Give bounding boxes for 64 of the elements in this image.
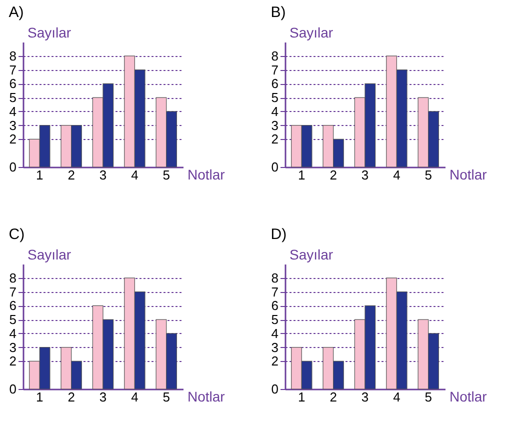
- x-axis-title: Notlar: [450, 166, 488, 182]
- x-tick-label: 4: [131, 168, 138, 182]
- y-tick-label: 3: [9, 340, 16, 355]
- y-tick-label: 6: [9, 76, 16, 92]
- x-tick-label: 2: [68, 168, 75, 182]
- y-tick-label: 7: [9, 62, 16, 78]
- y-tick-label: 3: [271, 118, 278, 133]
- y-tick-label: 8: [271, 270, 278, 286]
- y-tick-label: 7: [9, 284, 16, 300]
- x-axis-title: Notlar: [188, 166, 226, 182]
- y-tick-label: 4: [9, 104, 16, 119]
- y-tick-label: 2: [9, 132, 16, 147]
- y-tick-label: 0: [271, 160, 278, 174]
- y-tick-label: 5: [271, 90, 278, 106]
- y-tick-label: 5: [9, 312, 16, 328]
- x-tick-label: 2: [330, 168, 337, 182]
- x-tick-label: 2: [330, 390, 337, 404]
- x-tick-label: 3: [361, 168, 369, 182]
- y-tick-label: 2: [9, 354, 16, 369]
- y-tick-label: 0: [271, 382, 278, 396]
- x-tick-label: 5: [162, 168, 170, 182]
- x-tick-label: 1: [36, 390, 44, 404]
- y-tick-label: 5: [9, 90, 16, 106]
- y-tick-label: 3: [271, 340, 278, 355]
- y-tick-label: 7: [271, 62, 278, 78]
- y-tick-label: 4: [271, 104, 278, 119]
- x-tick-label: 1: [36, 168, 44, 182]
- y-axis-title: Sayılar: [290, 24, 334, 40]
- y-tick-label: 0: [9, 382, 16, 396]
- x-axis-title: Notlar: [188, 388, 226, 404]
- x-tick-label: 2: [68, 390, 75, 404]
- x-tick-label: 5: [424, 390, 432, 404]
- x-tick-label: 4: [393, 168, 400, 182]
- x-tick-label: 3: [99, 168, 107, 182]
- chart-title: C): [8, 226, 25, 243]
- x-tick-label: 5: [424, 168, 432, 182]
- y-tick-label: 8: [9, 48, 16, 64]
- x-tick-label: 1: [298, 390, 306, 404]
- x-tick-label: 4: [131, 390, 138, 404]
- y-tick-label: 8: [271, 48, 278, 64]
- y-tick-label: 3: [9, 118, 16, 133]
- y-tick-label: 0: [9, 160, 16, 174]
- y-tick-label: 6: [271, 76, 278, 92]
- x-tick-label: 4: [393, 390, 400, 404]
- y-tick-label: 7: [271, 284, 278, 300]
- y-axis-title: Sayılar: [290, 246, 334, 262]
- y-tick-label: 2: [271, 354, 278, 369]
- x-axis-title: Notlar: [450, 388, 488, 404]
- chart-title: D): [270, 226, 287, 243]
- x-tick-label: 3: [99, 390, 107, 404]
- x-tick-label: 3: [361, 390, 369, 404]
- y-axis-title: Sayılar: [28, 246, 72, 262]
- chart-title: A): [8, 4, 24, 21]
- x-tick-label: 1: [298, 168, 306, 182]
- y-tick-label: 4: [271, 326, 278, 341]
- y-tick-label: 8: [9, 270, 16, 286]
- y-tick-label: 6: [9, 298, 16, 314]
- y-tick-label: 5: [271, 312, 278, 328]
- y-tick-label: 2: [271, 132, 278, 147]
- y-tick-label: 6: [271, 298, 278, 314]
- y-axis-title: Sayılar: [28, 24, 72, 40]
- chart-title: B): [270, 4, 286, 21]
- y-tick-label: 4: [9, 326, 16, 341]
- x-tick-label: 5: [162, 390, 170, 404]
